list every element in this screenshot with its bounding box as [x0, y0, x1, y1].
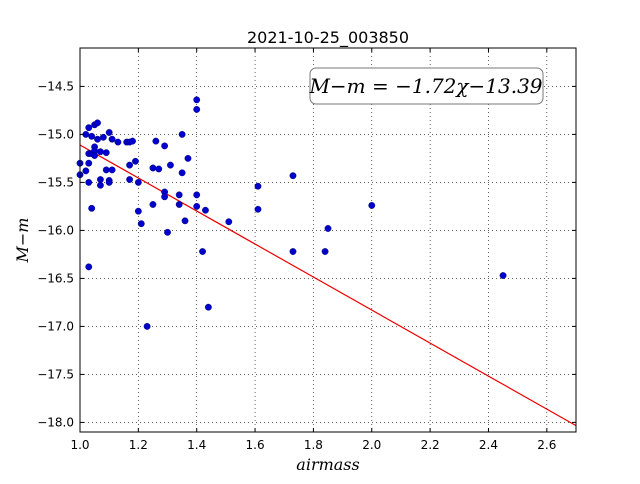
- data-point: [254, 205, 262, 213]
- data-point: [88, 204, 96, 212]
- data-point: [499, 272, 507, 279]
- x-tick-label: 2.2: [421, 438, 440, 452]
- y-tick-labels: −14.5 −15.0 −15.5 −16.0 −16.5 −17.0 −17.5 −18.0: [37, 79, 74, 429]
- data-point: [105, 178, 113, 186]
- x-tick-labels: 1.0 1.2 1.4 1.6 1.8 2.0 2.2 2.4 2.6: [70, 438, 556, 452]
- data-point: [85, 159, 93, 167]
- data-point: [114, 138, 122, 146]
- x-tick-label: 1.8: [304, 438, 323, 452]
- data-point: [97, 181, 104, 189]
- data-point: [102, 149, 110, 157]
- annotation-text: M−m = −1.72χ−13.39: [308, 74, 542, 98]
- data-point: [321, 248, 329, 255]
- axis-ticks: [79, 48, 576, 432]
- data-point: [289, 248, 297, 255]
- x-tick-label: 2.0: [362, 438, 381, 452]
- x-tick-label: 1.4: [187, 438, 206, 452]
- y-tick-label: −16.0: [37, 223, 74, 237]
- x-tick-label: 2.6: [537, 438, 556, 452]
- y-tick-label: −15.5: [37, 175, 74, 189]
- data-point: [99, 133, 107, 141]
- data-point: [324, 225, 332, 232]
- data-point: [184, 154, 192, 162]
- data-point: [126, 176, 134, 183]
- x-tick-label: 1.0: [70, 438, 89, 452]
- y-tick-label: −17.0: [37, 319, 74, 333]
- y-tick-label: −14.5: [37, 79, 74, 93]
- y-axis-label: M−m: [13, 218, 32, 264]
- x-axis-label: airmass: [296, 455, 359, 474]
- data-point: [105, 129, 113, 136]
- data-point: [152, 137, 160, 145]
- data-point: [97, 148, 104, 156]
- data-point: [149, 164, 157, 172]
- chart-title: 2021-10-25_003850: [247, 28, 409, 48]
- data-point: [225, 218, 233, 226]
- data-point: [193, 106, 201, 113]
- data-point: [368, 202, 376, 209]
- data-point: [85, 263, 93, 271]
- data-point: [155, 165, 163, 173]
- data-point: [91, 152, 98, 159]
- y-tick-label: −16.5: [37, 271, 74, 285]
- data-point: [97, 176, 104, 183]
- data-point: [134, 178, 142, 186]
- data-point: [143, 322, 151, 330]
- data-point: [193, 202, 201, 210]
- data-point: [167, 161, 174, 169]
- data-point: [178, 130, 186, 138]
- data-point: [202, 206, 209, 214]
- data-point: [132, 157, 139, 165]
- plot-frame: [79, 47, 577, 433]
- x-tick-label: 1.6: [246, 438, 265, 452]
- data-point: [137, 220, 145, 228]
- data-point: [129, 137, 136, 145]
- data-point: [126, 161, 134, 169]
- data-point: [85, 124, 93, 132]
- data-point: [149, 201, 157, 208]
- data-point: [94, 119, 101, 127]
- y-tick-label: −15.0: [37, 127, 74, 141]
- data-point: [181, 217, 189, 225]
- data-point: [193, 191, 201, 199]
- data-point: [204, 303, 212, 311]
- data-point: [134, 207, 142, 215]
- y-tick-label: −18.0: [37, 415, 74, 429]
- x-tick-label: 1.2: [129, 438, 148, 452]
- data-point: [254, 182, 262, 190]
- fit-annotation: M−m = −1.72χ−13.39: [308, 67, 544, 105]
- data-point: [94, 135, 101, 143]
- data-point: [108, 135, 116, 143]
- data-point: [161, 193, 169, 201]
- data-point: [88, 132, 96, 140]
- data-point: [199, 248, 206, 255]
- data-point: [175, 201, 183, 208]
- data-point: [178, 169, 186, 177]
- plot-area: [80, 48, 576, 432]
- annotation-box: [309, 67, 544, 105]
- data-point: [85, 178, 93, 186]
- x-tick-label: 2.4: [479, 438, 498, 452]
- data-point: [108, 166, 116, 174]
- data-point: [289, 172, 297, 180]
- scatter-points: [76, 96, 507, 330]
- data-point: [164, 228, 171, 236]
- y-tick-label: −17.5: [37, 367, 74, 381]
- data-point: [102, 166, 110, 174]
- data-point: [175, 191, 183, 199]
- data-point: [161, 142, 169, 150]
- data-point: [82, 167, 90, 175]
- data-point: [193, 96, 201, 104]
